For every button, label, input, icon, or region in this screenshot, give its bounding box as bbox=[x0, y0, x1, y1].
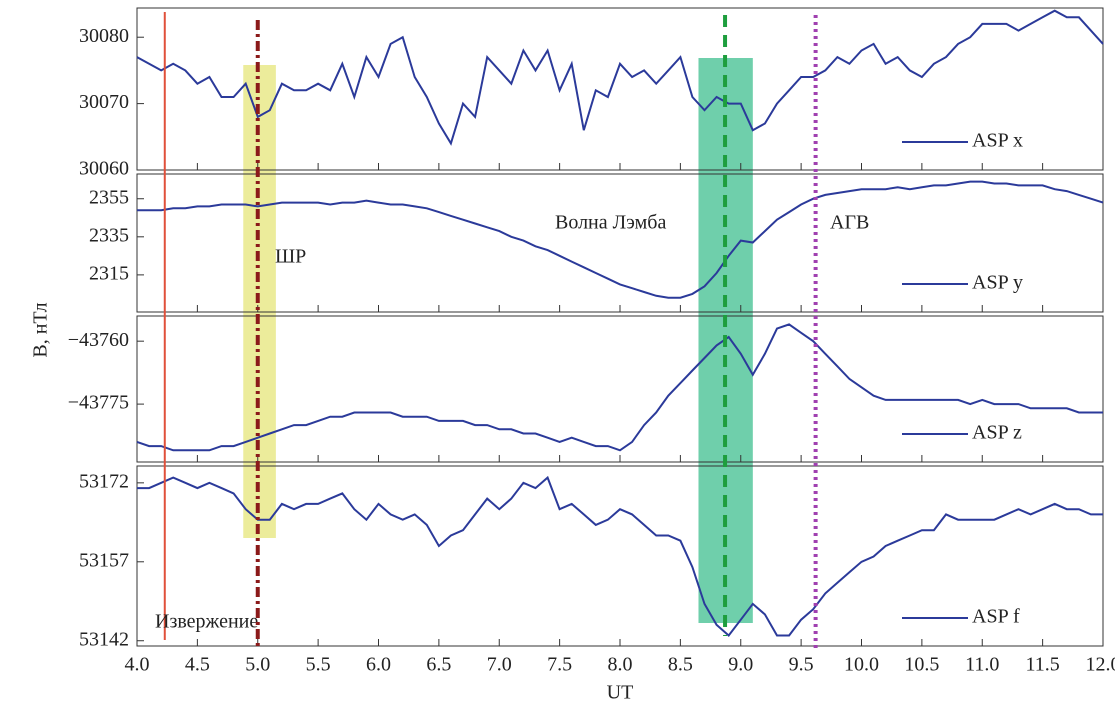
x-tick-label: 8.5 bbox=[668, 654, 693, 676]
x-tick-label: 6.5 bbox=[426, 654, 451, 676]
y-tick-label: −43760 bbox=[68, 329, 129, 351]
y-tick-label: 30070 bbox=[79, 91, 129, 113]
y-tick-label: 53157 bbox=[79, 549, 129, 571]
legend-label: ASP z bbox=[972, 422, 1022, 444]
data-line bbox=[137, 475, 1103, 637]
marker-label: Извержение bbox=[155, 611, 258, 633]
x-tick-label: 12.0 bbox=[1086, 654, 1115, 676]
marker-label: АГВ bbox=[830, 212, 869, 234]
x-tick-label: 11.0 bbox=[965, 654, 999, 676]
y-tick-label: 30060 bbox=[79, 158, 129, 180]
data-line bbox=[137, 180, 1104, 299]
x-tick-label: 6.0 bbox=[366, 654, 391, 676]
x-tick-label: 11.5 bbox=[1025, 654, 1059, 676]
x-tick-label: 10.0 bbox=[844, 654, 879, 676]
y-axis-label: B, нТл bbox=[30, 302, 52, 357]
x-axis-label: UT bbox=[607, 682, 634, 704]
x-tick-label: 5.0 bbox=[245, 654, 270, 676]
y-tick-label: 30080 bbox=[79, 25, 129, 47]
y-tick-label: 2315 bbox=[89, 262, 129, 284]
x-tick-label: 8.0 bbox=[608, 654, 633, 676]
legend-label: ASP y bbox=[972, 272, 1023, 294]
x-tick-label: 7.5 bbox=[547, 654, 572, 676]
x-tick-label: 4.5 bbox=[185, 654, 210, 676]
x-tick-label: 9.5 bbox=[789, 654, 814, 676]
y-tick-label: 53142 bbox=[79, 628, 129, 650]
x-tick-label: 10.5 bbox=[904, 654, 939, 676]
legend-label: ASP f bbox=[972, 606, 1020, 628]
panel-frame bbox=[136, 173, 1104, 313]
y-tick-label: 2355 bbox=[89, 186, 129, 208]
data-line bbox=[136, 9, 1104, 146]
y-tick-label: 2335 bbox=[89, 224, 129, 246]
data-line bbox=[136, 323, 1103, 452]
span-label: Волна Лэмба bbox=[555, 212, 666, 234]
panel-frame bbox=[136, 7, 1104, 171]
x-tick-label: 7.0 bbox=[487, 654, 512, 676]
span-label: ШР bbox=[275, 246, 306, 268]
x-tick-label: 9.0 bbox=[728, 654, 753, 676]
legend-label: ASP x bbox=[972, 130, 1023, 152]
y-tick-label: 53172 bbox=[79, 470, 129, 492]
x-tick-label: 5.5 bbox=[306, 654, 331, 676]
y-tick-label: −43775 bbox=[68, 392, 129, 414]
panel-frame bbox=[136, 315, 1104, 463]
x-tick-label: 4.0 bbox=[125, 654, 150, 676]
